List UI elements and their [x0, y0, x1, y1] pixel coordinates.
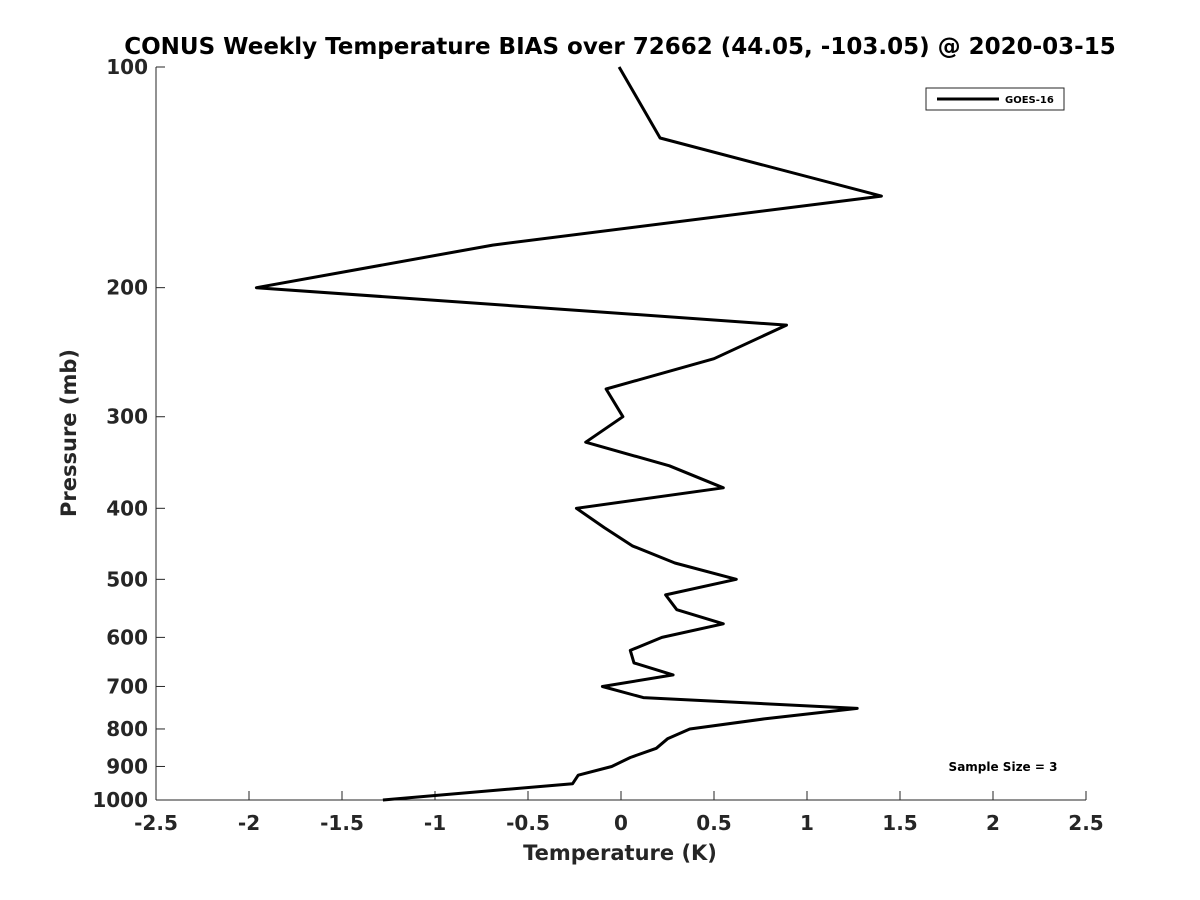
x-tick-label: -0.5: [506, 811, 550, 835]
y-tick-label: 900: [106, 754, 148, 778]
y-tick-label: 400: [106, 496, 148, 520]
x-tick-label: -1.5: [320, 811, 364, 835]
x-tick-label: 1: [800, 811, 814, 835]
x-tick-label: 2.5: [1068, 811, 1103, 835]
y-tick-label: 1000: [92, 788, 148, 812]
legend-entry-label: GOES-16: [1005, 95, 1054, 106]
chart-title: CONUS Weekly Temperature BIAS over 72662…: [124, 34, 1115, 60]
x-tick-label: 0: [614, 811, 628, 835]
x-tick-label: -2: [238, 811, 260, 835]
y-tick-label: 700: [106, 674, 148, 698]
x-tick-label: -1: [424, 811, 446, 835]
series-line-goes-16: [254, 66, 883, 802]
x-tick-label: 1.5: [882, 811, 917, 835]
x-tick-label: 0.5: [696, 811, 731, 835]
x-axis-label: Temperature (K): [523, 841, 717, 865]
y-tick-label: 600: [106, 625, 148, 649]
x-tick-label: 2: [986, 811, 1000, 835]
y-axis-ticks: 100 200 300 400 500 600 700 800 900 1000: [92, 55, 165, 812]
series-layer: [254, 66, 883, 802]
legend: GOES-16: [925, 87, 1065, 111]
sample-size-annotation: Sample Size = 3: [949, 760, 1058, 774]
y-tick-label: 500: [106, 567, 148, 591]
y-axis-label: Pressure (mb): [57, 349, 81, 517]
x-tick-label: -2.5: [134, 811, 178, 835]
y-tick-label: 800: [106, 717, 148, 741]
y-tick-label: 200: [106, 276, 148, 300]
y-tick-label: 100: [106, 55, 148, 79]
y-tick-label: 300: [106, 405, 148, 429]
x-axis-ticks: -2.5 -2 -1.5 -1 -0.5 0 0.5 1 1.5 2 2.5: [134, 791, 1104, 835]
